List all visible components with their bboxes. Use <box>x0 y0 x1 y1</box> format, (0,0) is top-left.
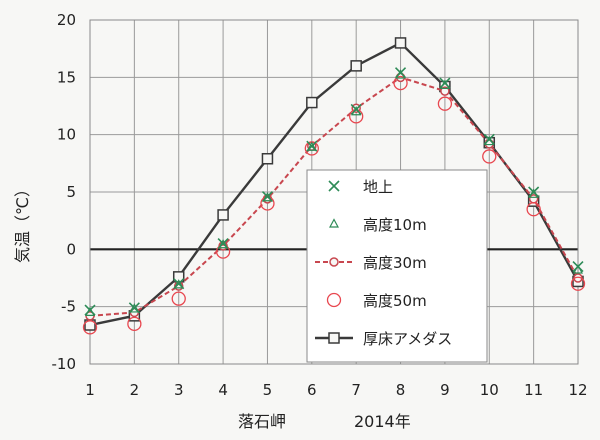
marker-square <box>328 332 340 344</box>
x-tick-label: 9 <box>440 381 450 399</box>
x-tick-label: 3 <box>174 381 184 399</box>
legend-label: 地上 <box>363 178 393 196</box>
x-tick-label: 6 <box>307 381 317 399</box>
marker-circle-open <box>570 276 586 291</box>
marker-triangle <box>262 191 273 202</box>
marker-circle <box>440 86 450 96</box>
marker-square <box>350 60 362 72</box>
legend-label: 高度50m <box>363 292 427 310</box>
marker-x <box>528 186 540 198</box>
marker-circle-open <box>393 75 408 91</box>
marker-circle-open <box>171 291 186 306</box>
marker-triangle <box>173 279 184 289</box>
marker-x <box>572 260 584 273</box>
marker-x <box>328 180 340 192</box>
marker-x <box>217 238 229 250</box>
x-tick-label: 10 <box>480 381 499 399</box>
marker-triangle <box>218 238 229 249</box>
marker-circle-open <box>127 316 142 332</box>
marker-x <box>128 302 140 314</box>
legend-item: 高度30m <box>315 254 427 272</box>
x-tick-label: 11 <box>524 381 543 399</box>
x-tick-labels: 1 2 3 4 5 6 7 8 9 10 11 12 <box>85 381 587 399</box>
marker-square <box>261 152 274 165</box>
marker-square <box>217 209 229 221</box>
marker-x <box>261 191 274 203</box>
series-1 <box>84 67 584 316</box>
marker-triangle <box>129 303 140 313</box>
marker-square <box>306 96 318 109</box>
marker-triangle <box>329 218 339 228</box>
marker-circle-open <box>482 149 497 164</box>
series-layer <box>82 37 586 335</box>
series-line <box>89 76 579 317</box>
marker-x <box>394 67 407 79</box>
legend-label: 厚床アメダス <box>363 330 452 348</box>
x-tick-label: 12 <box>568 381 587 399</box>
y-tick-label: 0 <box>66 240 76 258</box>
y-tick-label: -10 <box>52 355 77 373</box>
marker-circle-open <box>326 292 342 308</box>
marker-circle-open <box>82 320 98 335</box>
legend-box <box>306 169 488 363</box>
legend-label: 高度30m <box>363 254 427 272</box>
x-axis-label-year: 2014年 <box>354 412 411 431</box>
plot-border <box>89 19 579 365</box>
marker-triangle <box>306 141 317 151</box>
x-axis-label-station: 落石岬 <box>238 412 286 431</box>
marker-x <box>350 103 362 116</box>
marker-x <box>84 304 96 316</box>
x-tick-label: 1 <box>85 381 95 399</box>
legend-item: 厚床アメダス <box>315 330 452 348</box>
y-tick-labels: 20 15 10 5 0 -5 -10 <box>52 11 77 373</box>
marker-x <box>483 133 495 145</box>
marker-x <box>306 140 318 152</box>
y-tick-label: 5 <box>66 183 76 201</box>
x-tick-label: 5 <box>263 381 273 399</box>
marker-x <box>439 77 451 89</box>
x-tick-label: 4 <box>218 381 228 399</box>
legend-item: 高度10m <box>329 216 427 234</box>
marker-circle-open <box>526 202 541 217</box>
marker-circle-open <box>437 96 453 111</box>
marker-circle <box>329 257 339 267</box>
legend-item: 地上 <box>328 178 393 196</box>
x-tick-label: 7 <box>351 381 361 399</box>
marker-square <box>394 37 407 49</box>
marker-x <box>173 278 185 290</box>
marker-circle-open <box>215 244 231 259</box>
legend-label: 高度10m <box>363 216 427 234</box>
x-tick-label: 8 <box>396 381 406 399</box>
y-tick-label: -5 <box>61 298 76 316</box>
y-tick-label: 20 <box>57 11 76 29</box>
y-tick-label: 15 <box>57 68 76 86</box>
y-axis-label: 気温（℃） <box>13 181 32 263</box>
y-tick-label: 10 <box>57 126 76 144</box>
x-tick-label: 2 <box>130 381 140 399</box>
legend-item: 高度50m <box>326 292 427 310</box>
